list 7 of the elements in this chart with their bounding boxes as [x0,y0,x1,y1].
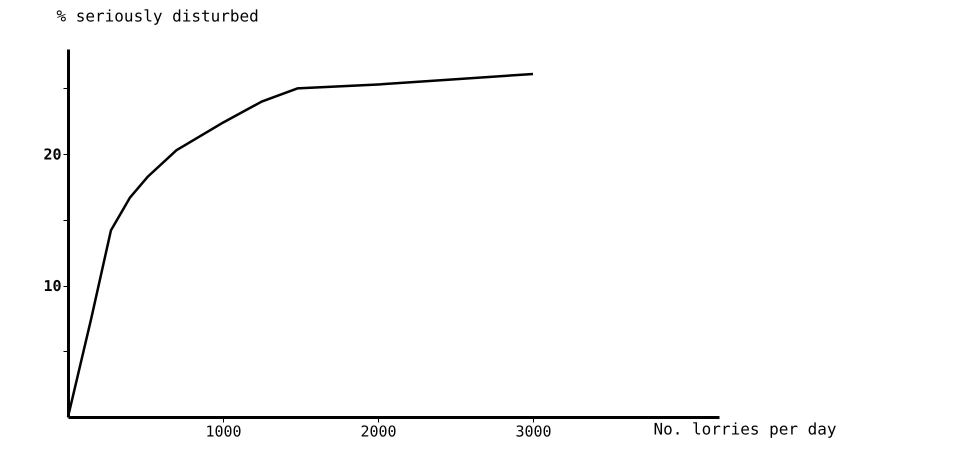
x-tick-label: 3000 [515,422,552,440]
x-tick-label: 1000 [205,422,242,440]
x-axis-title: No. lorries per day [654,420,837,438]
y-axis-title: % seriously disturbed [56,6,259,26]
y-tick-label: 20 [43,146,62,164]
y-tick-label: 10 [43,277,62,296]
x-tick-label: 2000 [360,422,397,440]
